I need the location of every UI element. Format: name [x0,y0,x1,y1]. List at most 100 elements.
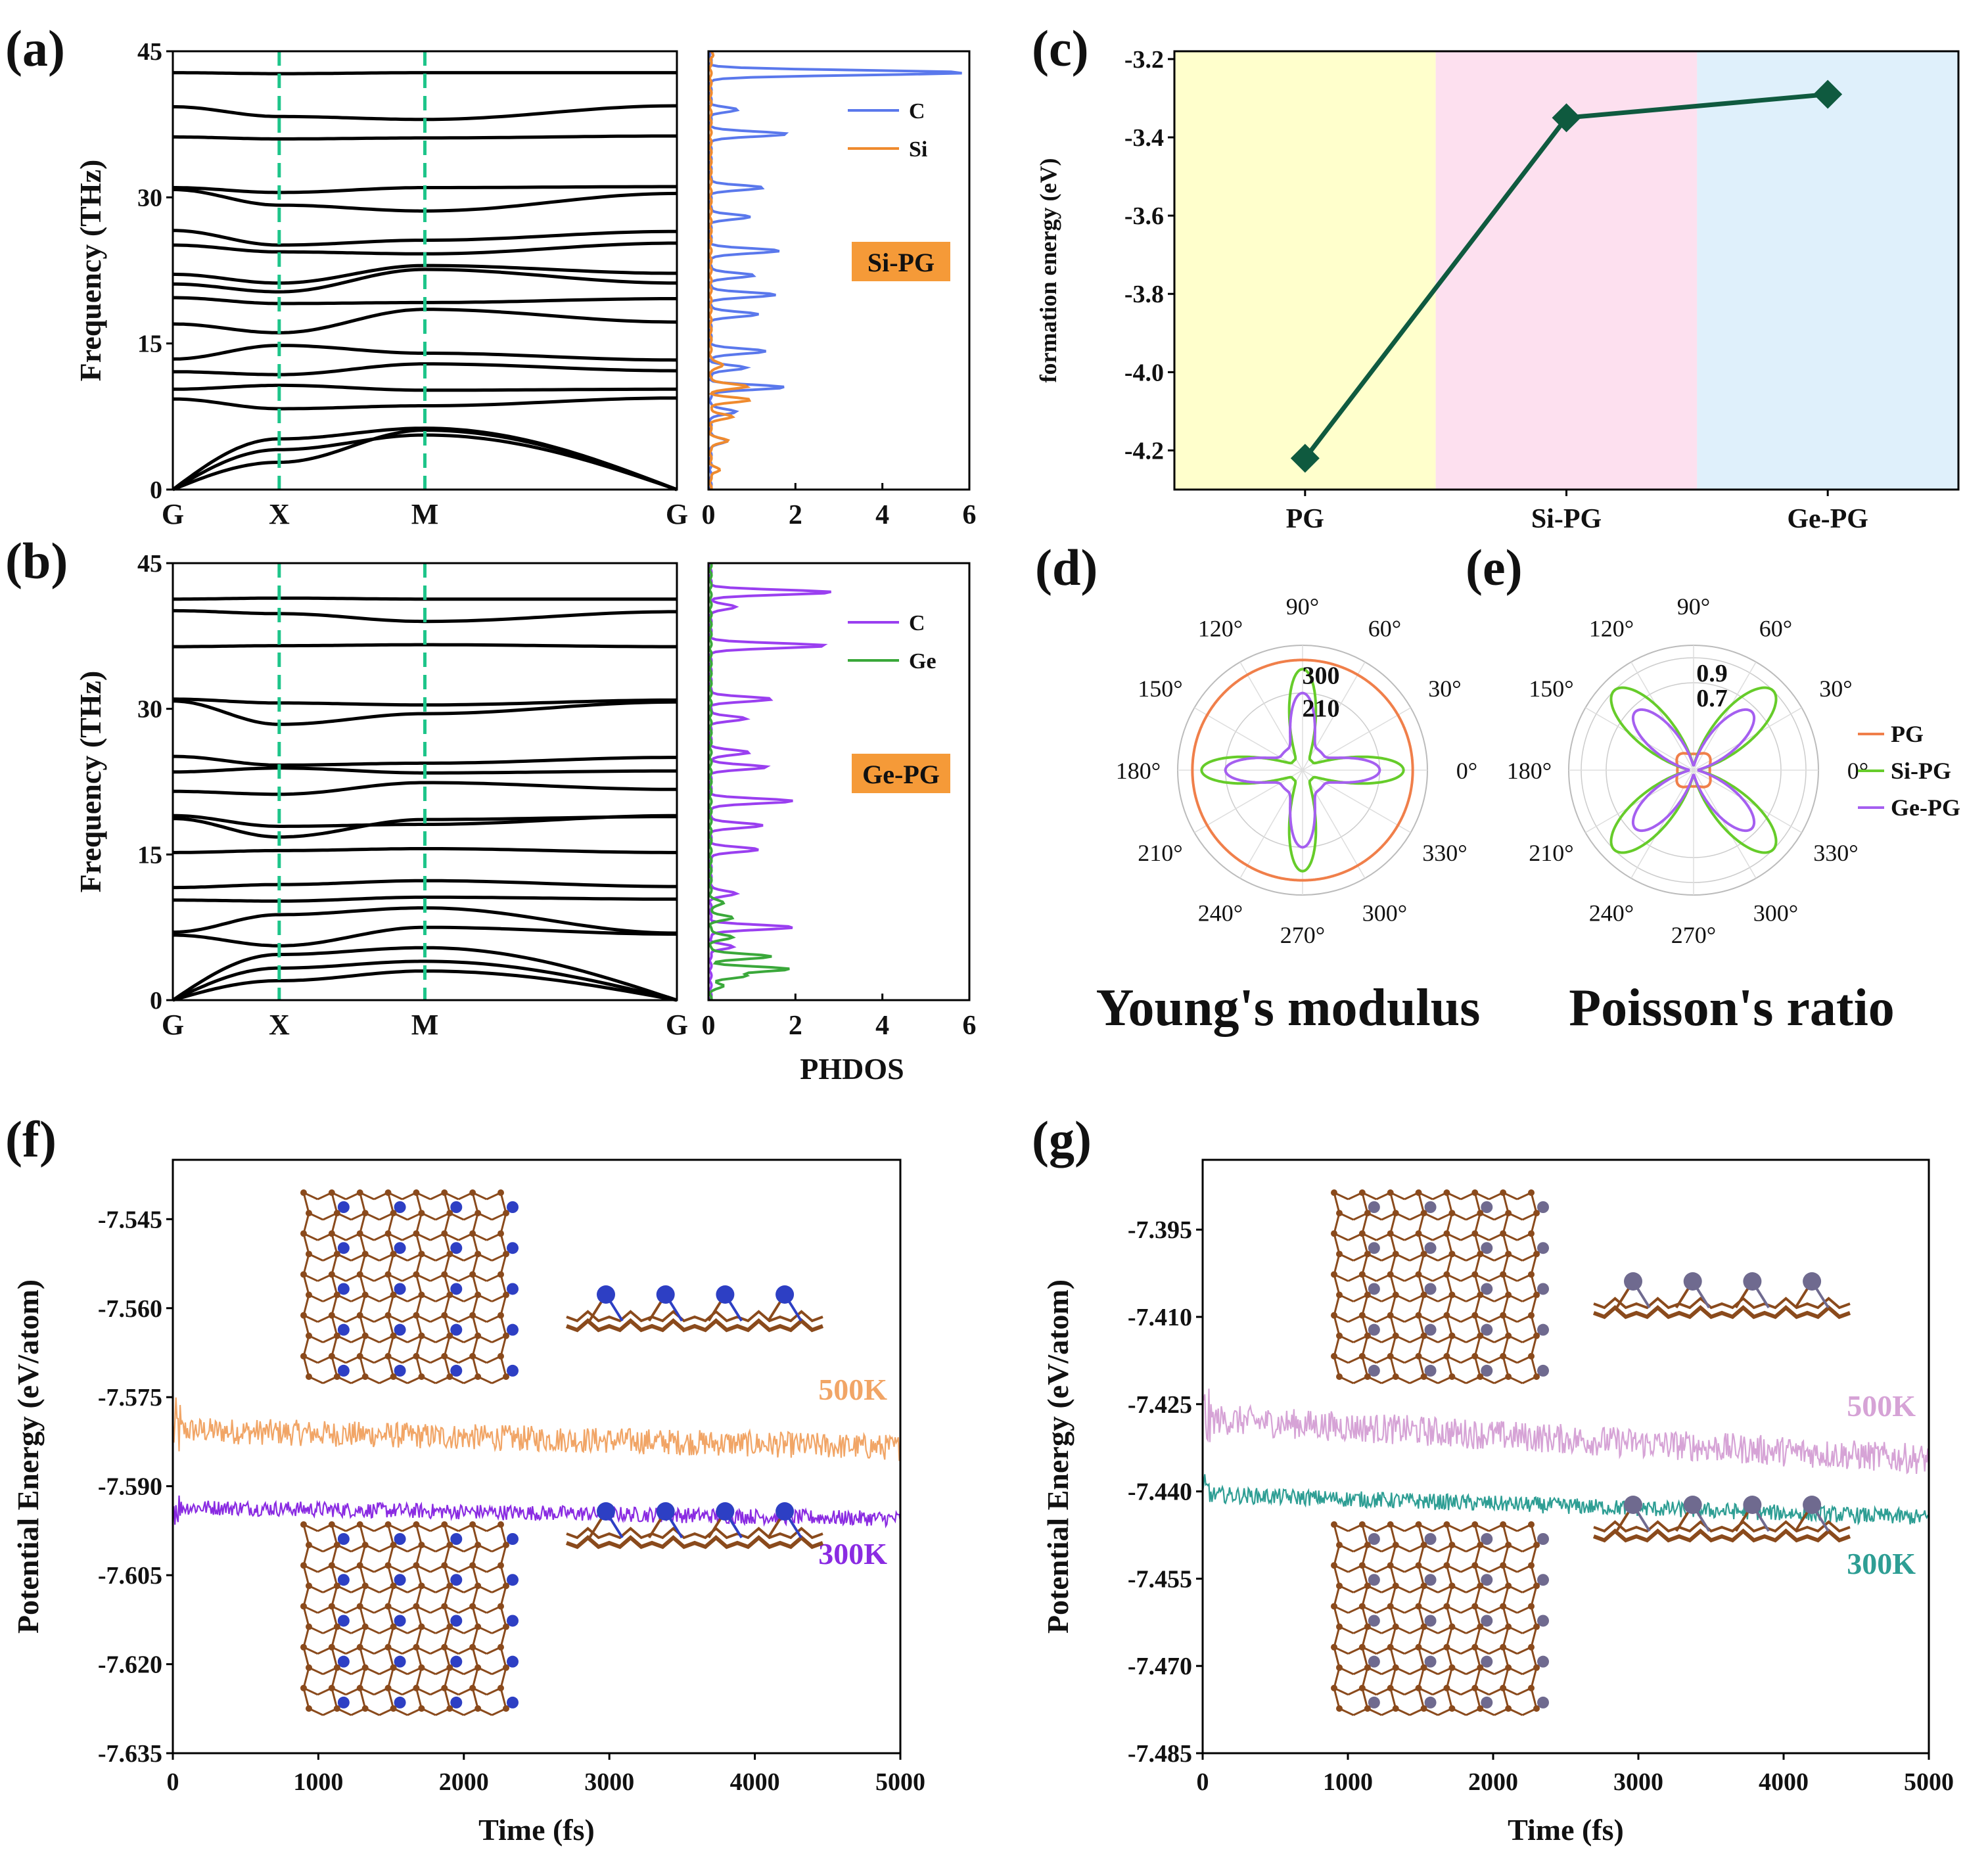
carbon-atom [1387,1643,1394,1651]
bond [499,1212,507,1234]
bond [443,1315,451,1337]
dopant-atom [394,1574,406,1586]
bond [471,1274,479,1295]
bond [443,1295,451,1316]
bond [387,1667,395,1689]
bond [1361,1233,1369,1254]
carbon-atom [474,1542,482,1549]
bond [471,1565,479,1586]
phonon-band-12 [173,754,677,767]
carbon-atom [300,1271,307,1278]
panel-d: 210 300 0° 30° 60° 90° 120° 150° 180° 210° 240° 270… [1116,593,1477,948]
xtick-label: 3000 [1613,1768,1663,1796]
bond [387,1192,395,1214]
dopant-atom [394,1696,406,1709]
carbon-atom [390,1373,397,1380]
bond [1333,1212,1341,1234]
xtick-label: 0 [167,1768,179,1796]
carbon-atom [418,1210,425,1217]
carbon-atom [306,1373,312,1380]
dos-xtick-label: 0 [702,1011,716,1041]
carbon-atom [1420,1251,1427,1258]
carbon-atom [306,1664,312,1671]
carbon-atom [1533,1291,1540,1298]
bond [415,1212,423,1234]
carbon-atom [1420,1332,1427,1339]
dopant-atom [1803,1272,1822,1291]
polar-spoke [1302,707,1411,771]
legend-label-C: C [909,611,925,635]
dos-x-axis-label: PHDOS [800,1052,904,1086]
ytick-label: 45 [137,550,162,578]
carbon-atom [384,1271,392,1278]
panel-label-e: (e) [1466,539,1523,596]
carbon-atom [1528,1312,1535,1319]
bond [443,1356,451,1377]
carbon-atom [441,1271,448,1278]
carbon-atom [1336,1705,1343,1712]
carbon-atom [306,1291,312,1298]
carbon-atom [328,1562,335,1569]
bond [1333,1626,1341,1648]
carbon-atom [1500,1312,1507,1319]
carbon-atom [1533,1664,1540,1671]
carbon-atom [1500,1603,1507,1610]
dopant-atom [394,1655,406,1668]
carbon-atom [1331,1312,1337,1319]
carbon-atom [1420,1210,1427,1217]
carbon-atom [1505,1705,1512,1712]
panel-f: -7.545 -7.560 -7.575 -7.590 -7.605 -7.620 -7.6… [11,1159,925,1847]
carbon-atom [356,1312,363,1319]
bond [387,1524,395,1546]
carbon-atom [1415,1562,1422,1569]
carbon-atom [1528,1562,1535,1569]
carbon-atom [328,1312,335,1319]
dopant-atom [656,1502,675,1521]
carbon-atom [441,1521,448,1528]
bond [331,1647,338,1668]
bond [1473,1544,1481,1566]
bond [1473,1212,1481,1234]
polar-series-PG [1191,658,1414,882]
bond [331,1212,338,1234]
carbon-atom [497,1189,504,1196]
side-chain-2 [1593,1520,1851,1533]
carbon-atom [469,1189,476,1196]
carbon-atom [390,1664,397,1671]
bond [499,1192,507,1214]
carbon-atom [1336,1542,1343,1549]
carbon-atom [1392,1664,1399,1671]
carbon-atom [1500,1521,1507,1528]
carbon-atom [1448,1291,1456,1298]
bond [415,1647,423,1668]
bond [302,1274,310,1295]
bond [302,1212,310,1234]
carbon-atom [413,1684,420,1691]
kpoint-label: G [162,498,184,530]
dopant-atom [1537,1574,1549,1586]
carbon-atom [1471,1312,1479,1319]
phonon-band-4 [173,383,677,392]
panel-label-f: (f) [5,1111,57,1168]
carbon-atom [497,1271,504,1278]
young-caption: Young's modulus [1096,979,1481,1037]
phonon-band-2 [172,426,678,492]
ytick-label: -3.8 [1124,281,1164,308]
dopant-atom [1368,1242,1380,1254]
angle-label: 90° [1677,593,1710,620]
carbon-atom [1471,1230,1479,1237]
carbon-atom [503,1251,509,1258]
bond [302,1585,310,1607]
side-chain [565,1318,824,1333]
xtick-label: 5000 [1904,1768,1954,1796]
bond [1418,1192,1425,1214]
carbon-atom [1471,1352,1479,1360]
bond [1361,1192,1369,1214]
dopant-atom [507,1574,519,1586]
bond [1502,1315,1510,1337]
bond [387,1647,395,1668]
dopant-atom [394,1283,406,1295]
dopant-atom [394,1364,406,1377]
polar-legend-label: PG [1891,721,1924,747]
bond [415,1295,423,1316]
